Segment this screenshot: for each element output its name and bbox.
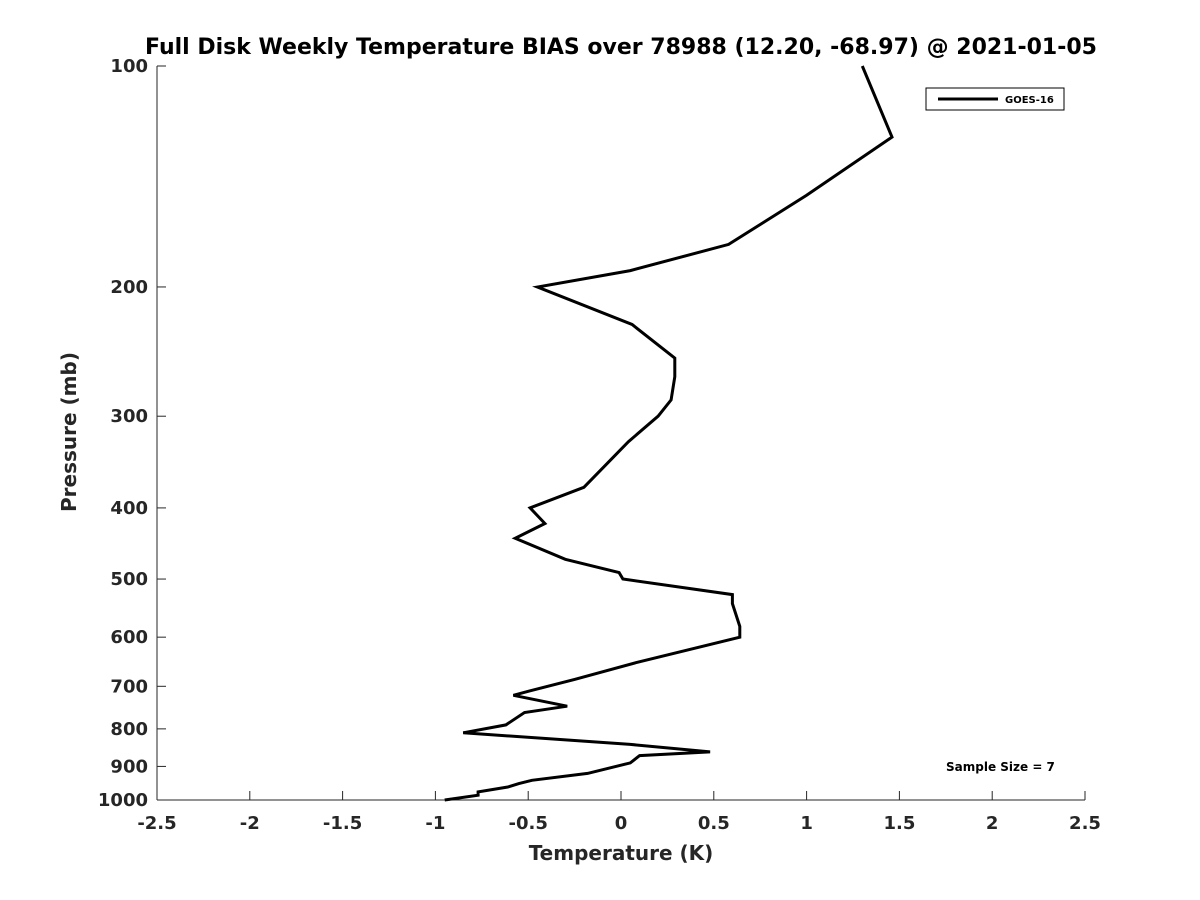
x-tick-label: -1.5 xyxy=(323,813,362,834)
y-tick-label: 200 xyxy=(110,277,148,298)
x-tick-label: 0 xyxy=(615,813,628,834)
y-tick-label: 400 xyxy=(110,498,148,519)
y-tick-label: 700 xyxy=(110,676,148,697)
x-axis-label: Temperature (K) xyxy=(529,841,714,865)
x-tick-label: -0.5 xyxy=(509,813,548,834)
y-tick-label: 600 xyxy=(110,627,148,648)
series-line-goes-16 xyxy=(444,65,894,802)
y-tick-label: 900 xyxy=(110,756,148,777)
x-tick-label: 2 xyxy=(986,813,999,834)
y-tick-label: 500 xyxy=(110,569,148,590)
x-tick-label: -2.5 xyxy=(137,813,176,834)
chart-title: Full Disk Weekly Temperature BIAS over 7… xyxy=(145,35,1097,60)
plot-area: -2.5 -2 -1.5 -1 -0.5 0 0.5 1 1.5 2 2.5 100 200 300 400… xyxy=(98,56,1101,834)
y-tick-label: 1000 xyxy=(98,790,148,811)
x-tick-label: 0.5 xyxy=(698,813,730,834)
y-tick-label: 100 xyxy=(110,56,148,77)
y-axis-label: Pressure (mb) xyxy=(57,352,81,512)
x-tick-label: 1.5 xyxy=(883,813,915,834)
sample-size-annotation: Sample Size = 7 xyxy=(946,760,1055,774)
x-tick-label: 1 xyxy=(800,813,813,834)
x-tick-label: 2.5 xyxy=(1069,813,1101,834)
legend: GOES-16 xyxy=(925,87,1065,111)
x-tick-label: -2 xyxy=(240,813,260,834)
y-tick-label: 800 xyxy=(110,719,148,740)
x-tick-label: -1 xyxy=(425,813,445,834)
legend-label-goes-16: GOES-16 xyxy=(1005,95,1054,106)
y-tick-label: 300 xyxy=(110,406,148,427)
